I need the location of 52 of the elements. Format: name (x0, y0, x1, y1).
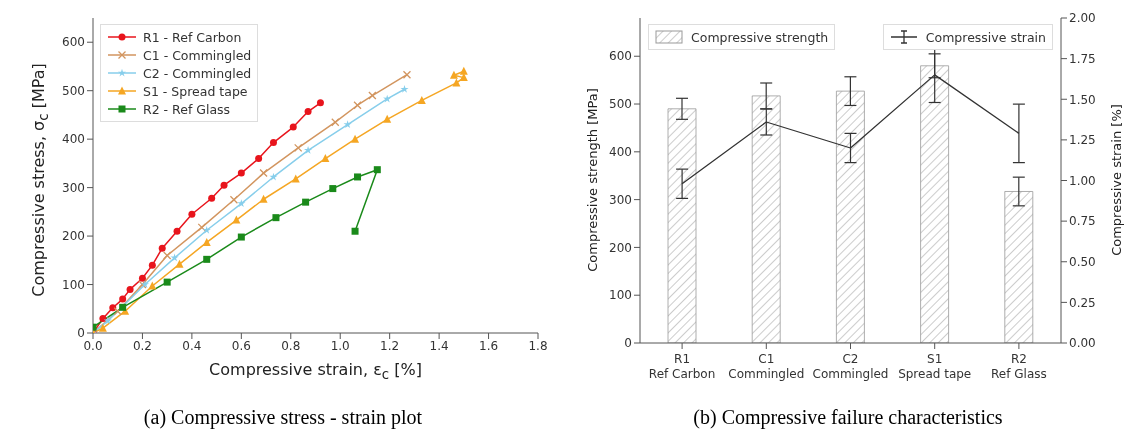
y2-tick-label: 0.00 (1069, 336, 1096, 351)
y2-tick-label: 1.50 (1069, 92, 1096, 107)
x-tick-label: 0.0 (83, 338, 103, 353)
y-tick-label: 600 (62, 35, 85, 50)
legend-label: Compressive strain (925, 29, 1046, 45)
y-tick-label: 200 (62, 229, 85, 244)
legend-label: C2 - Commingled (143, 65, 252, 81)
x-tick-label: R1 Ref Carbon (648, 352, 716, 381)
x-tick-label: 1.6 (479, 338, 499, 353)
y2-axis-title: Compressive strain [%] (1108, 104, 1124, 256)
x-axis-title: Compressive strain, ε$_{c}$ [%] (208, 360, 423, 383)
y-axis-title: Compressive strength [MPa] (584, 88, 600, 272)
legend-label: C1 - Commingled (143, 47, 252, 63)
legend-label: R1 - Ref Carbon (143, 29, 242, 45)
y-tick-label: 0 (624, 336, 632, 351)
y2-tick-label: 1.75 (1069, 51, 1096, 66)
x-tick-label: R2 Ref Glass (991, 352, 1047, 381)
y-tick-label: 600 (609, 49, 632, 64)
legend-label: Compressive strength (691, 29, 829, 45)
legend-label: R2 - Ref Glass (143, 101, 231, 117)
y-tick-label: 400 (62, 132, 85, 147)
legend-box: Compressive strength (648, 24, 836, 50)
y-tick-label: 500 (62, 83, 85, 98)
x-tick-label: C2 Commingled (812, 352, 889, 381)
y-tick-label: 0 (77, 326, 85, 341)
y2-tick-label: 0.75 (1069, 214, 1096, 229)
y2-tick-label: 0.50 (1069, 255, 1096, 270)
x-tick-label: 1.8 (528, 338, 548, 353)
x-tick-label: S1 Spread tape (898, 352, 972, 381)
y-tick-label: 500 (609, 97, 632, 112)
legend-label: S1 - Spread tape (143, 83, 248, 99)
legend-box: Compressive strain (882, 24, 1053, 50)
y-tick-label: 100 (62, 277, 85, 292)
y-tick-label: 300 (609, 192, 632, 207)
text: (a) Compressive stress - strain plot (142, 406, 424, 429)
text: (b) Compressive failure characteristics (692, 406, 1004, 429)
y-tick-label: 100 (609, 288, 632, 303)
x-tick-label: C1 Commingled (728, 352, 805, 381)
x-tick-label: 1.2 (380, 338, 400, 353)
y2-tick-label: 1.00 (1069, 173, 1096, 188)
x-tick-label: 1.0 (330, 338, 350, 353)
y2-tick-label: 2.00 (1069, 11, 1096, 26)
x-tick-label: 1.4 (429, 338, 449, 353)
y-tick-label: 400 (609, 145, 632, 160)
y2-tick-label: 0.25 (1069, 295, 1096, 310)
x-tick-label: 0.4 (182, 338, 202, 353)
x-tick-label: 0.2 (132, 338, 152, 353)
y-tick-label: 200 (609, 240, 632, 255)
y-tick-label: 300 (62, 180, 85, 195)
x-tick-label: 0.8 (281, 338, 301, 353)
x-tick-label: 0.6 (231, 338, 251, 353)
y2-tick-label: 1.25 (1069, 133, 1096, 148)
